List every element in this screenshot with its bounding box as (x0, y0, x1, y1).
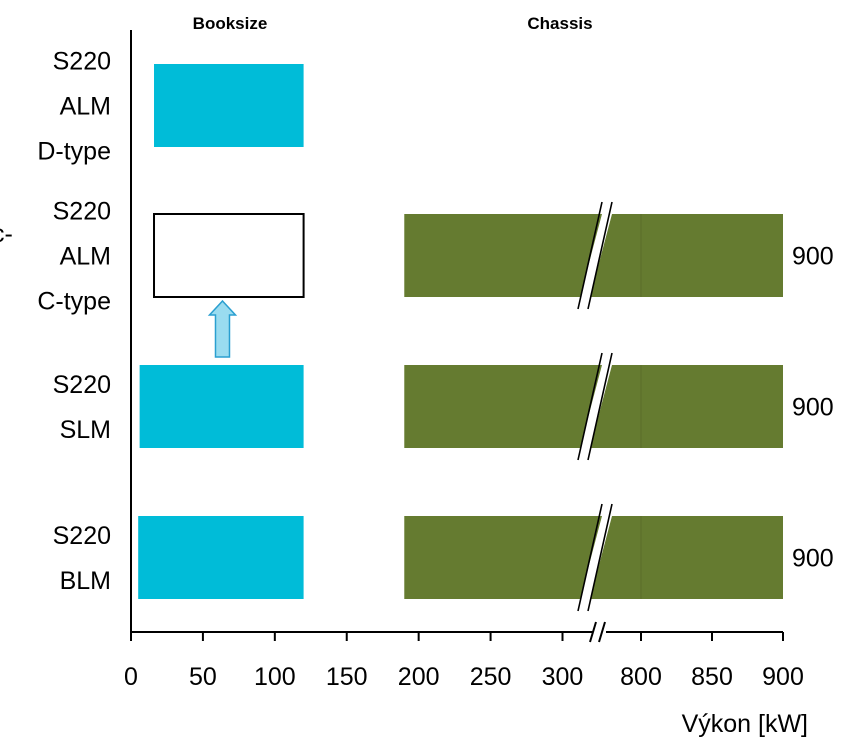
x-tick-label: 0 (124, 663, 138, 691)
bar-end-label: 900 (792, 545, 834, 573)
booksize-bar-1 (153, 213, 305, 298)
x-tick-label: 300 (542, 663, 584, 691)
x-tick-label: 150 (326, 663, 368, 691)
bar-break-line (587, 503, 613, 612)
section-header-booksize: Booksize (193, 14, 268, 33)
category-labels: S220 ALM D-type S220 ALM C-type S220 SLM S220 BLM (37, 48, 111, 596)
category-label: D-type (37, 138, 111, 166)
x-tick-labels: 0 50 100 150 200 250 300 800 850 900 (124, 663, 804, 691)
x-tick-label: 50 (189, 663, 217, 691)
category-label: ALM (60, 93, 111, 121)
category-label: S220 (53, 522, 111, 550)
booksize-bar-0 (154, 64, 304, 147)
upgrade-arrow (207, 299, 238, 358)
bar-break-line (587, 352, 613, 461)
x-tick-label: 900 (762, 663, 804, 691)
booksize-bar-2 (139, 365, 304, 448)
bar-break-line (577, 352, 603, 461)
bar-break-line (577, 503, 603, 612)
bar-end-label: 900 (792, 243, 834, 271)
x-tick-label: 800 (620, 663, 662, 691)
axes (130, 30, 784, 643)
category-label: BLM (60, 567, 111, 595)
category-label: S220 (53, 198, 111, 226)
x-tick-label: 850 (691, 663, 733, 691)
x-axis-label: Výkon [kW] (682, 710, 808, 738)
category-label: SLM (60, 416, 111, 444)
section-header-chassis: Chassis (527, 14, 592, 33)
cut-off-left-text: c- (0, 220, 13, 248)
x-tick-label: 100 (254, 663, 296, 691)
bars-layer (138, 64, 783, 612)
category-label: ALM (60, 243, 111, 271)
axis-break-mark (589, 621, 597, 643)
bar-break-line (587, 201, 613, 310)
x-tick-label: 250 (470, 663, 512, 691)
booksize-bar-3 (138, 516, 304, 599)
end-labels: 900 900 900 (792, 243, 834, 573)
bar-break-line (577, 201, 603, 310)
bar-end-label: 900 (792, 394, 834, 422)
category-label: S220 (53, 371, 111, 399)
x-tick-label: 200 (398, 663, 440, 691)
category-label: S220 (53, 48, 111, 76)
axis-break-mark (598, 621, 606, 643)
category-label: C-type (37, 288, 111, 316)
